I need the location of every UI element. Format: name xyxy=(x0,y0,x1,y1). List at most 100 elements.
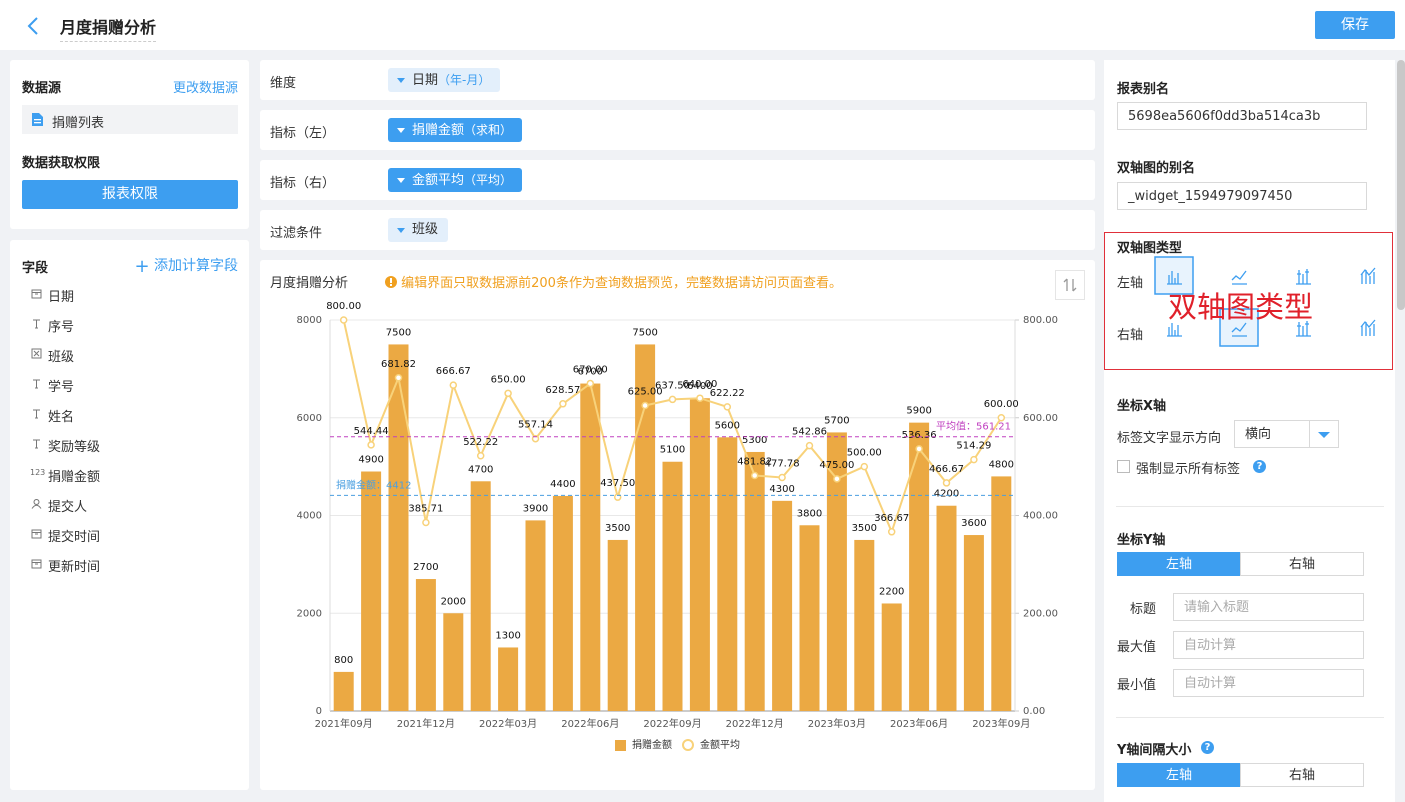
bar xyxy=(388,344,409,711)
data-label: 3500 xyxy=(852,523,877,534)
add-field-link[interactable]: + 添加计算字段 xyxy=(134,255,238,277)
point xyxy=(778,473,786,482)
data-label: 670.00 xyxy=(573,365,608,376)
save-button[interactable]: 保存 xyxy=(1315,11,1395,39)
field-icon xyxy=(31,559,42,569)
x-tick-label: 2023年03月 xyxy=(808,717,866,730)
data-label: 4700 xyxy=(468,464,493,475)
x-tick-label: 2022年06月 xyxy=(561,717,619,730)
data-label: 385.71 xyxy=(408,503,443,514)
field-icon xyxy=(31,289,42,299)
tab[interactable]: 左轴 xyxy=(1117,763,1241,787)
data-label: 800 xyxy=(334,655,353,666)
data-label: 5100 xyxy=(660,445,685,456)
field-name[interactable]: 序号 xyxy=(48,320,75,335)
tab[interactable]: 右轴 xyxy=(1240,763,1364,787)
select-value: 横向 xyxy=(1245,427,1272,442)
field-name[interactable]: 捐赠金额 xyxy=(48,470,101,485)
y2-tick-label: 400.00 xyxy=(1023,511,1058,522)
bar xyxy=(443,613,464,711)
tab[interactable]: 右轴 xyxy=(1240,552,1364,576)
reference-label: 捐赠金额：4412 xyxy=(336,478,411,491)
field-name[interactable]: 学号 xyxy=(48,380,75,395)
chart-type-icon xyxy=(1167,271,1182,285)
data-label: 666.67 xyxy=(436,366,471,377)
data-label: 628.57 xyxy=(545,385,580,396)
field-icon xyxy=(31,348,42,359)
setting-title: 双轴图的别名 xyxy=(1117,161,1196,176)
field-name[interactable]: 奖励等级 xyxy=(48,440,101,455)
y-tick-label: 0 xyxy=(316,706,322,717)
bar xyxy=(991,476,1012,711)
bar xyxy=(717,437,738,711)
change-source-link[interactable]: 更改数据源 xyxy=(172,81,238,96)
y-tick-label: 4000 xyxy=(297,511,322,522)
field-name[interactable]: 姓名 xyxy=(48,410,75,425)
config-label: 指标（左） xyxy=(270,126,336,141)
field-name[interactable]: 日期 xyxy=(48,290,75,305)
data-label: 7500 xyxy=(386,327,411,338)
text-input[interactable]: 自动计算 xyxy=(1173,669,1364,697)
data-label: 7500 xyxy=(632,327,657,338)
data-label: 3900 xyxy=(523,503,548,514)
back-button[interactable] xyxy=(26,16,40,36)
bar xyxy=(552,495,573,711)
field-name[interactable]: 更新时间 xyxy=(48,560,101,575)
checkbox-label: 强制显示所有标签 xyxy=(1136,462,1241,477)
field-name[interactable]: 提交人 xyxy=(48,500,88,515)
data-label: 600.00 xyxy=(984,399,1019,410)
bar xyxy=(470,481,491,711)
notice-text: 编辑界面只取数据源前200条作为查询数据预览，完整数据请访问页面查看。 xyxy=(401,276,842,291)
tab[interactable]: 左轴 xyxy=(1117,552,1241,576)
field-pill[interactable]: 班级 xyxy=(388,218,449,242)
x-tick-label: 2021年09月 xyxy=(315,717,373,730)
point xyxy=(696,394,704,402)
point xyxy=(915,445,923,453)
field-pill[interactable]: 捐赠金额（求和） xyxy=(388,118,523,142)
bar xyxy=(580,383,601,711)
setting-title: 双轴图类型 xyxy=(1117,241,1183,256)
data-label: 5900 xyxy=(906,406,931,417)
text-input[interactable]: 自动计算 xyxy=(1173,631,1364,659)
bar xyxy=(909,422,930,711)
field-pill[interactable]: 日期（年-月） xyxy=(388,68,501,92)
field-name[interactable]: 班级 xyxy=(48,350,75,365)
data-label: 5300 xyxy=(742,435,767,446)
swap-axis-button[interactable] xyxy=(1055,270,1085,300)
field-pill[interactable]: 金额平均（平均） xyxy=(388,168,523,192)
help-icon[interactable]: ? xyxy=(1253,460,1266,473)
field-label: 最大值 xyxy=(1117,640,1157,655)
text-input[interactable]: 请输入标题 xyxy=(1173,593,1364,621)
bar xyxy=(415,579,436,711)
widget-alias-input[interactable]: _widget_1594979097450 xyxy=(1117,182,1367,210)
field-name[interactable]: 提交时间 xyxy=(48,530,101,545)
direction-select[interactable]: 横向 xyxy=(1234,420,1339,448)
data-label: 437.50 xyxy=(600,478,635,489)
bar xyxy=(607,539,628,711)
field-icon xyxy=(33,379,40,389)
pill-caret xyxy=(397,128,405,133)
field-icon xyxy=(33,409,40,419)
bar xyxy=(881,603,902,711)
checkbox[interactable] xyxy=(1117,460,1130,473)
y-tick-label: 6000 xyxy=(297,413,322,424)
notice-icon xyxy=(385,276,397,288)
help-icon[interactable]: ? xyxy=(1201,741,1214,754)
x-tick-label: 2021年12月 xyxy=(397,717,455,730)
setting-title: 报表别名 xyxy=(1117,82,1170,97)
data-label: 637.50 xyxy=(655,380,690,391)
setting-title: 坐标Y轴 xyxy=(1117,533,1166,548)
data-label: 4800 xyxy=(989,459,1014,470)
alias-input[interactable]: 5698ea5606f0dd3ba514ca3b xyxy=(1117,102,1367,130)
x-tick-label: 2022年03月 xyxy=(479,717,537,730)
scrollbar[interactable] xyxy=(1397,60,1405,310)
section-title: 数据源 xyxy=(22,81,62,96)
y2-tick-label: 200.00 xyxy=(1023,608,1058,619)
data-label: 514.29 xyxy=(956,441,991,452)
selected-frame xyxy=(1219,308,1259,347)
source-table[interactable]: 捐赠列表 xyxy=(22,105,238,134)
permission-button[interactable]: 报表权限 xyxy=(22,180,238,209)
field-label: 标签文字显示方向 xyxy=(1117,431,1222,446)
config-label: 过滤条件 xyxy=(270,226,323,241)
